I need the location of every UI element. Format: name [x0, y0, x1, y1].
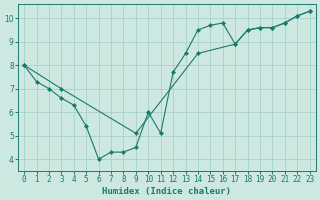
X-axis label: Humidex (Indice chaleur): Humidex (Indice chaleur) — [102, 187, 231, 196]
